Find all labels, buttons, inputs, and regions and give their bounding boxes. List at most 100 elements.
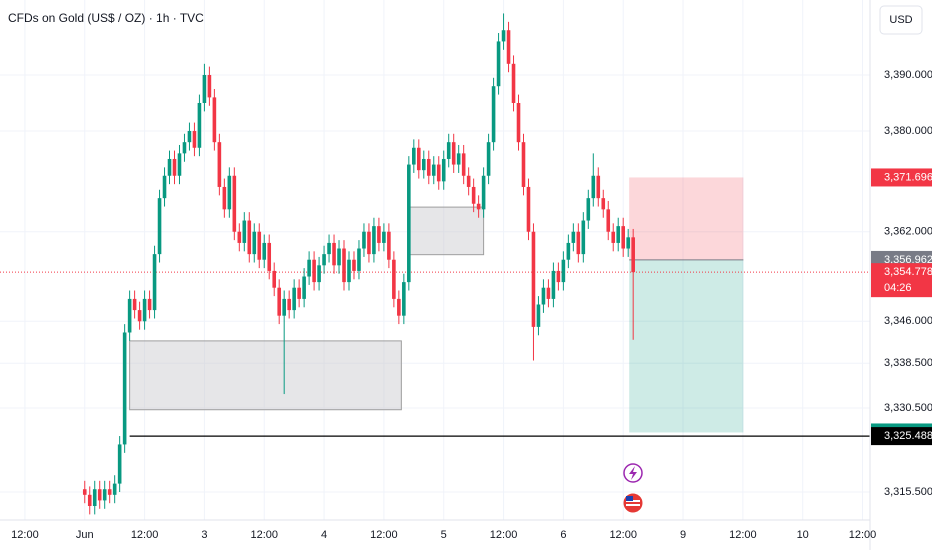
candle-body	[347, 259, 351, 283]
candle-body	[446, 142, 451, 159]
candle-body	[122, 332, 127, 445]
candle-body	[556, 270, 561, 283]
x-tick-label: 6	[560, 529, 566, 541]
x-tick-label: 12:00	[490, 529, 518, 541]
candle-body	[252, 231, 257, 255]
candle-body	[397, 298, 401, 316]
candle-body	[606, 209, 611, 232]
candle-body	[117, 444, 122, 484]
candle-body	[287, 298, 291, 311]
zone	[129, 340, 402, 411]
y-tick-label: 3,330.500	[884, 402, 932, 414]
candle-body	[571, 231, 576, 243]
x-tick-label: 4	[321, 529, 327, 541]
y-tick-label: 3,338.500	[884, 357, 932, 369]
candle-body	[322, 254, 326, 266]
candle-body	[431, 164, 436, 176]
candle-body	[392, 259, 396, 299]
stop-zone	[629, 177, 744, 260]
currency[interactable]: USD	[889, 14, 912, 26]
candle-body	[436, 164, 441, 182]
x-tick-label: Jun	[76, 529, 94, 541]
candle-body	[167, 158, 172, 176]
candle-body	[441, 158, 446, 182]
candle-body	[302, 276, 306, 299]
candle-body	[382, 231, 386, 243]
y-tick-label: 3,315.500	[884, 486, 932, 498]
candle-body	[92, 489, 97, 507]
x-tick-label: 12:00	[849, 529, 877, 541]
candle-body	[496, 41, 501, 87]
candle-body	[187, 130, 192, 143]
candle-body	[112, 483, 117, 495]
price-tag	[871, 263, 932, 298]
candle-body	[327, 242, 331, 255]
y-tick-label: 3,390.000	[884, 69, 932, 81]
candle-body	[576, 231, 581, 255]
candle-body	[87, 494, 92, 507]
candle-body	[137, 310, 142, 322]
x-tick-label: 12:00	[131, 529, 159, 541]
candle-body	[282, 298, 286, 316]
candle-body	[162, 175, 167, 199]
candle-body	[611, 231, 616, 243]
candle-body	[132, 298, 137, 311]
candle-body	[197, 102, 202, 148]
candle-body	[352, 259, 356, 271]
candle-body	[451, 142, 456, 165]
y-tick-label: 3,380.000	[884, 125, 932, 137]
x-tick-label: 12:00	[11, 529, 39, 541]
candle-body	[107, 489, 112, 495]
candle-body	[456, 153, 461, 165]
x-tick-label: 12:00	[250, 529, 278, 541]
candle-body	[177, 153, 182, 176]
candle-body	[481, 175, 486, 210]
candle-body	[97, 489, 102, 501]
candle-body	[277, 287, 281, 316]
candle-body	[227, 175, 232, 210]
y-tick-label: 3,346.000	[884, 315, 932, 327]
candle-body	[486, 142, 491, 176]
plot	[0, 13, 870, 515]
candle-body	[561, 259, 566, 283]
countdown: 04:26	[884, 282, 912, 294]
candle-body	[426, 158, 431, 176]
event-icon	[623, 463, 643, 483]
candle-body	[192, 130, 197, 148]
candle-body	[621, 226, 626, 249]
candle-body	[601, 198, 606, 210]
candle-body	[387, 231, 391, 260]
price-tag-label: 3,325.488	[884, 430, 932, 442]
candle-body	[521, 142, 526, 187]
candle-body	[157, 198, 162, 255]
x-tick-label: 3	[201, 529, 207, 541]
currency-box[interactable]	[879, 5, 923, 35]
candle-body	[127, 298, 132, 333]
candle-body	[262, 242, 267, 260]
axes: 3,390.000 3,380.000 3,362.000 3,346.000 3,33…	[11, 69, 932, 541]
candle-body	[631, 237, 635, 273]
x-tick-label: 9	[680, 529, 686, 541]
candle-body	[551, 270, 556, 299]
candle-body	[217, 142, 222, 187]
candle-body	[102, 489, 107, 501]
zone	[408, 206, 485, 256]
candle-body	[471, 186, 476, 204]
candle-body	[152, 254, 157, 311]
candle-body	[526, 186, 531, 232]
flag-icon	[623, 493, 643, 513]
candle-body	[242, 220, 247, 243]
candle-body	[416, 147, 421, 171]
candle-body	[596, 175, 601, 199]
candle-body	[317, 265, 321, 283]
candle-body	[377, 226, 381, 243]
candle-body	[337, 248, 341, 266]
candle-body	[421, 158, 426, 171]
price-tag-label: 3,371.696	[884, 171, 932, 183]
candle-body	[332, 242, 336, 266]
x-tick-label: 12:00	[370, 529, 398, 541]
candle-body	[402, 282, 406, 316]
candle-body	[626, 237, 630, 249]
candle-body	[142, 298, 147, 322]
